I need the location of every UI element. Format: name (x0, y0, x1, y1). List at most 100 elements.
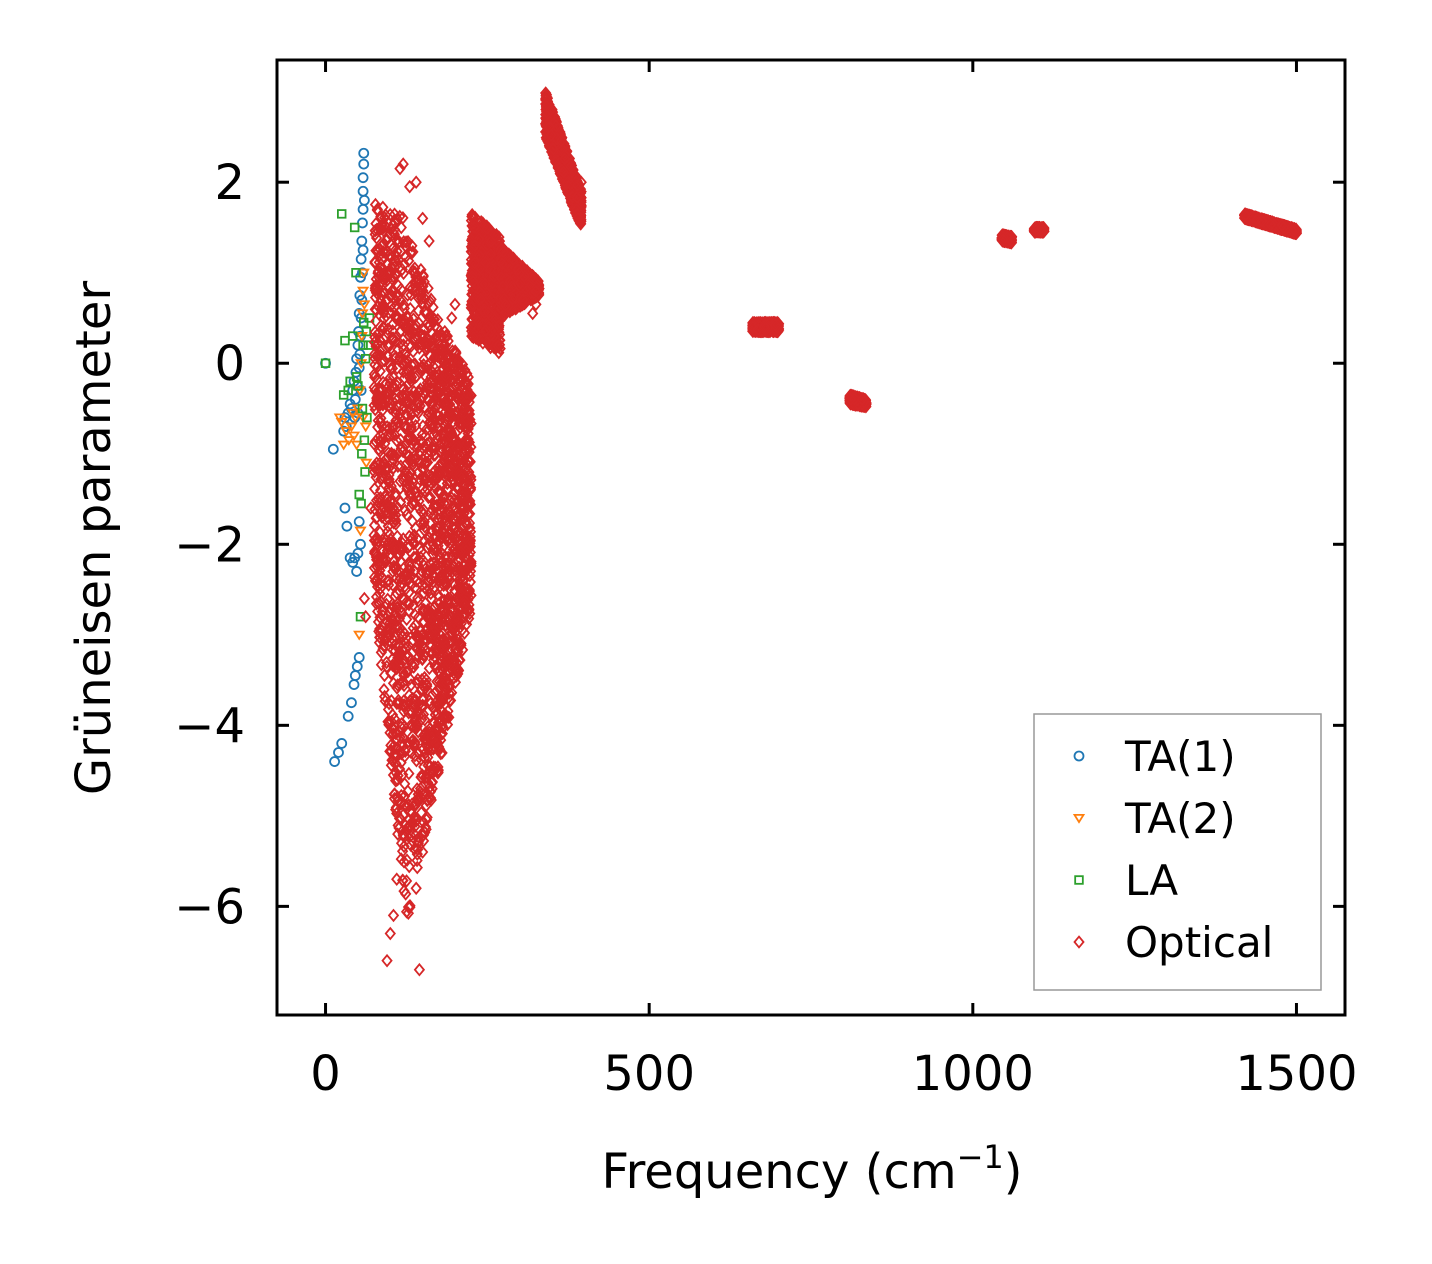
data-point-optical (409, 265, 421, 279)
data-point-optical (417, 692, 430, 707)
data-point-optical (429, 442, 442, 456)
data-point-la (355, 611, 366, 622)
data-point-optical (414, 781, 427, 796)
data-points (320, 86, 1302, 977)
data-point-optical (409, 357, 421, 371)
data-point-optical (405, 287, 417, 302)
data-point-optical (371, 456, 383, 470)
y-tick-label: −4 (174, 698, 245, 754)
data-point-optical (370, 231, 383, 245)
data-point-optical (419, 712, 431, 727)
data-point-optical (390, 407, 402, 421)
data-point-optical (408, 460, 420, 474)
data-point-optical (402, 234, 414, 249)
data-point-optical (390, 800, 402, 815)
data-point-optical (416, 652, 428, 667)
data-point-optical (380, 461, 392, 476)
data-point-optical (432, 484, 444, 499)
data-point-optical (411, 441, 423, 456)
data-point-optical (401, 735, 414, 750)
data-point-optical (422, 630, 435, 644)
data-point-optical (423, 448, 435, 463)
data-point-optical (427, 646, 439, 660)
data-point-optical (421, 810, 433, 825)
data-point-optical (423, 780, 436, 795)
data-point-optical (395, 755, 407, 770)
data-point-optical (420, 822, 432, 837)
data-point-ta-2 (358, 300, 371, 311)
data-point-optical (411, 676, 423, 690)
data-point-optical (417, 357, 430, 372)
data-point-ta-1 (357, 185, 369, 197)
series-la (320, 209, 375, 622)
data-point-optical (403, 766, 415, 781)
data-point-optical (388, 448, 400, 462)
data-point-ta-2 (356, 286, 370, 297)
data-point-optical (422, 602, 434, 617)
data-point-optical (382, 446, 395, 460)
data-point-optical (403, 448, 416, 463)
y-tick-label: −2 (174, 517, 245, 573)
data-point-optical (395, 282, 407, 297)
data-point-optical (370, 597, 383, 611)
data-point-optical (436, 726, 448, 741)
data-point-optical (402, 900, 415, 914)
data-point-optical (369, 197, 382, 212)
data-point-optical (393, 353, 405, 368)
data-point-optical (413, 494, 425, 508)
data-point-optical (407, 621, 419, 635)
data-point-optical (390, 298, 403, 312)
data-point-optical (396, 262, 408, 277)
data-point-optical (372, 336, 384, 351)
data-point-optical (378, 224, 390, 238)
data-point-optical (400, 874, 413, 888)
data-point-la (343, 385, 353, 396)
data-point-optical (378, 306, 390, 321)
data-point-ta-1 (357, 172, 369, 184)
data-point-ta-1 (336, 738, 348, 749)
data-point-optical (388, 711, 401, 726)
data-point-optical (401, 407, 413, 422)
data-point-ta-1 (341, 520, 353, 532)
data-point-optical (416, 672, 428, 687)
data-point-optical (409, 748, 421, 763)
data-point-optical (390, 489, 402, 504)
series-optical (358, 86, 1302, 977)
data-point-optical (413, 575, 425, 590)
data-point-la (340, 335, 350, 346)
data-point-optical (381, 659, 393, 674)
data-point-optical (402, 784, 414, 798)
data-point-optical (456, 364, 468, 378)
data-point-optical (387, 316, 399, 331)
y-axis-ticks: −6−4−202 (174, 155, 1345, 935)
y-tick-label: −6 (174, 879, 245, 935)
data-point-optical (383, 717, 395, 732)
data-point-optical (418, 586, 430, 600)
data-point-optical (403, 403, 416, 418)
data-point-optical (421, 793, 433, 808)
data-point-optical (404, 280, 416, 295)
data-point-optical (401, 711, 413, 726)
data-point-optical (407, 537, 420, 551)
data-point-la (337, 209, 347, 219)
data-point-optical (374, 586, 386, 601)
data-point-optical (372, 266, 384, 280)
data-point-optical (381, 257, 394, 272)
data-point-la (357, 403, 368, 414)
data-point-optical (424, 444, 436, 458)
data-point-optical (386, 720, 398, 734)
data-point-optical (412, 594, 424, 609)
data-point-optical (378, 689, 391, 704)
data-point-la (351, 268, 361, 278)
data-point-optical (382, 322, 394, 337)
data-point-optical (421, 380, 433, 394)
data-point-optical (377, 300, 389, 314)
data-point-optical (370, 216, 382, 231)
data-point-ta-2 (354, 526, 367, 537)
data-point-optical (422, 281, 434, 296)
data-point-optical (415, 544, 427, 559)
data-point-optical (401, 420, 414, 435)
data-point-optical (390, 517, 402, 531)
data-point-optical (432, 760, 444, 774)
data-point-optical (391, 375, 403, 389)
